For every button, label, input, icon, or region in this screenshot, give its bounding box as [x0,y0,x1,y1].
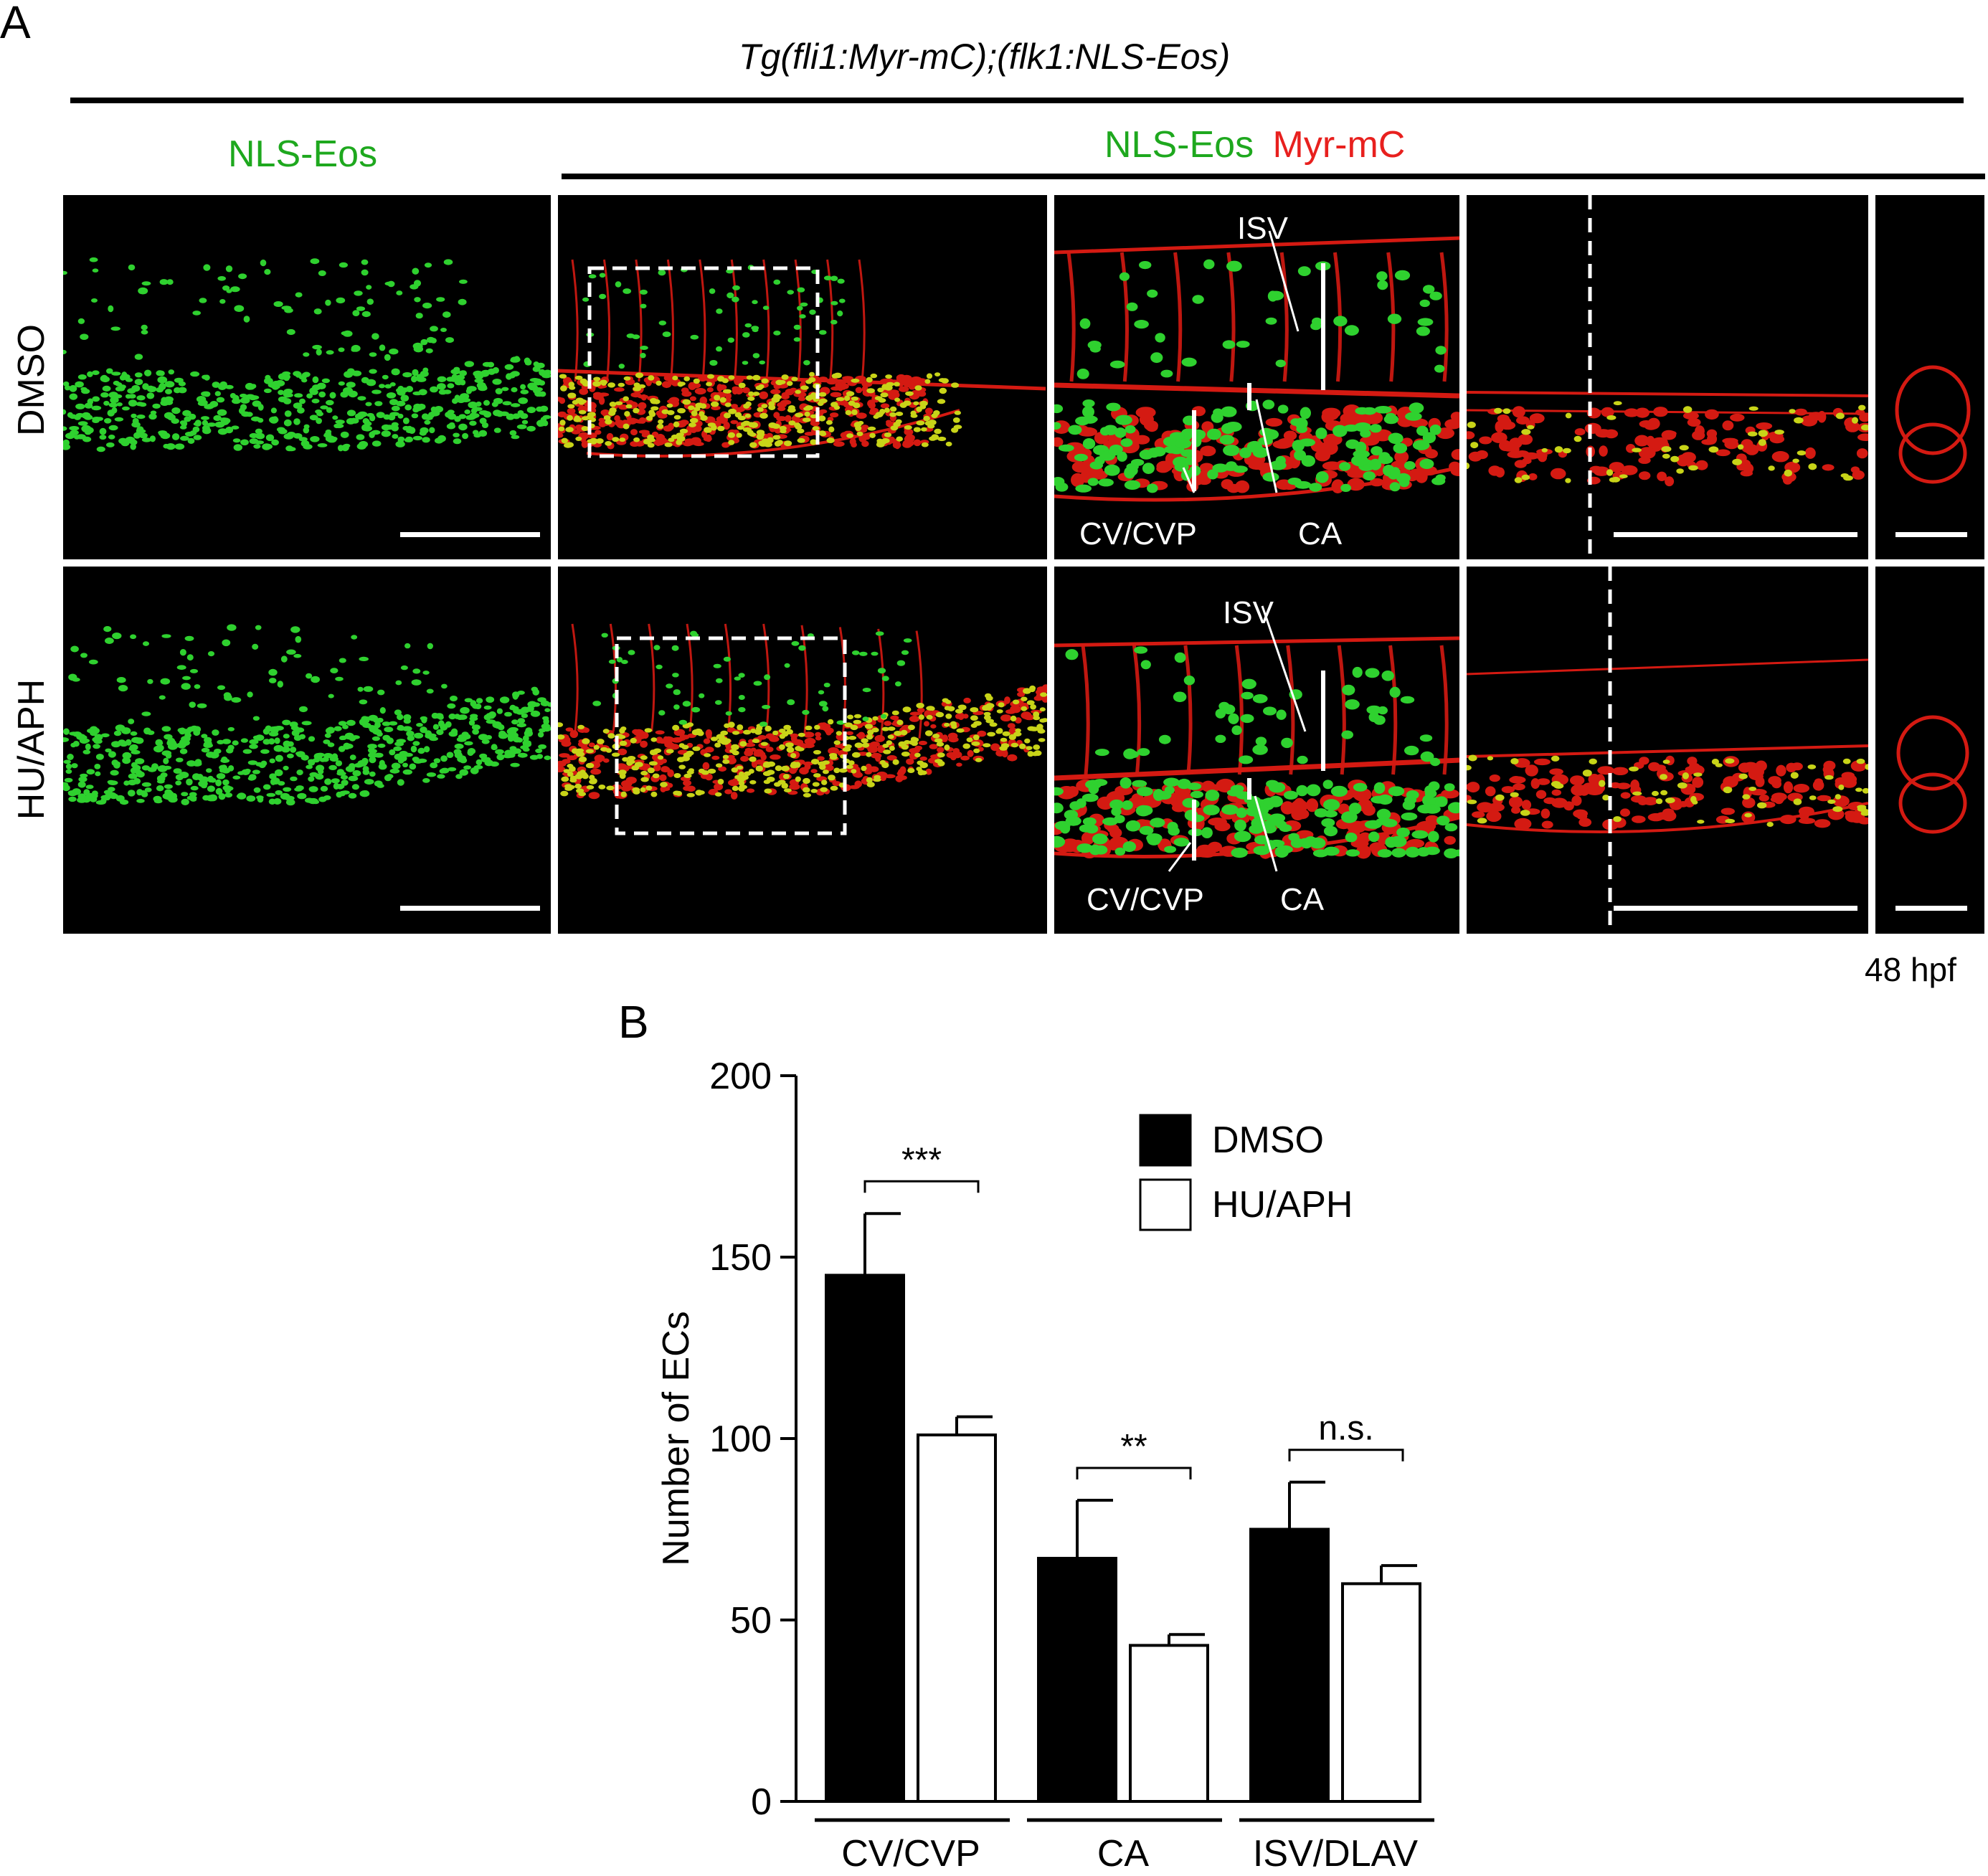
cv-cvp-label: CV/CVP [1087,882,1204,917]
y-axis-label: Number of ECs [655,1311,697,1565]
scale-bar [400,532,540,537]
legend-label: HU/APH [1212,1184,1353,1226]
significance-bracket [1076,1467,1192,1480]
hu-zoom-panel: ISV CV/CVP CA [1054,567,1459,934]
ca-label: CA [1298,516,1343,551]
scale-bar [400,906,540,911]
bar-dmso-0 [825,1274,905,1803]
bar-chart: 0 50 100 150 200 Number of ECs *** CV/CVP ** CA n.… [602,1033,1463,1875]
dmso-section-panel [1467,195,1868,559]
hu-merge-panel [558,567,1047,934]
merge-label: NLS-Eos Myr-mC [1104,123,1405,166]
significance-label: n.s. [1318,1410,1373,1448]
y-tick-label: 100 [709,1418,772,1460]
significance-bracket [1288,1449,1404,1462]
hu-eos-image [63,624,551,806]
dmso-cross-section-image [1895,365,1971,484]
bar-hu-aph-2 [1341,1582,1421,1804]
dmso-merge-image [558,259,1046,458]
merge-label-red: Myr-mC [1272,124,1406,166]
cv-cvp-label: CV/CVP [1079,516,1197,551]
dmso-eos-panel [63,195,551,559]
col1-label: NLS-Eos [228,133,378,175]
ca-label: CA [1280,882,1325,917]
y-tick-label: 200 [709,1056,772,1097]
scale-bar [1895,532,1967,537]
header-rule [70,98,1964,103]
category-label: CA [1097,1833,1150,1872]
bar-chart-svg: 0 50 100 150 200 Number of ECs *** CV/CVP ** CA n.… [655,1056,1434,1875]
scale-bar [1614,532,1857,537]
hu-section-panel [1467,567,1868,934]
legend-label: DMSO [1212,1119,1324,1161]
dmso-eos-image [63,257,551,453]
legend-swatch [1139,1114,1192,1167]
significance-label: *** [901,1141,942,1179]
dmso-cross-section-panel [1875,195,1984,559]
bar-hu-aph-0 [917,1433,997,1803]
figure-header: Tg(fli1:Myr-mC);(flk1:NLS-Eos) [739,37,1231,77]
scale-bar [1614,906,1857,911]
hu-zoom-image [1054,605,1459,872]
y-tick-label: 50 [730,1600,772,1642]
dmso-zoom-panel: ISV CV/CVP CA [1054,195,1459,559]
panel-a-letter: A [0,0,31,48]
scale-bar [1895,906,1967,911]
dmso-zoom-image [1054,230,1459,502]
bar-dmso-2 [1249,1527,1330,1803]
row-label-dmso: DMSO [11,324,52,436]
merge-label-green: NLS-Eos [1104,124,1254,166]
bar-dmso-1 [1037,1556,1117,1803]
category-label: CV/CVP [841,1833,980,1872]
row-label-hu-aph: HU/APH [11,678,52,820]
timepoint-label: 48 hpf [1865,951,1956,988]
dmso-merge-panel [558,195,1047,559]
hu-merge-image [558,623,1047,835]
hu-cross-section-panel [1875,567,1984,934]
significance-label: ** [1120,1428,1147,1466]
isv-label: ISV [1223,595,1274,630]
panel-b-letter: B [618,996,649,1048]
merge-rule [562,174,1985,179]
hu-section-image [1467,567,1868,934]
dmso-section-image [1467,195,1868,559]
bar-hu-aph-1 [1129,1644,1209,1803]
hu-eos-panel [63,567,551,934]
hu-cross-section-image [1896,715,1969,834]
y-tick-label: 0 [751,1781,772,1823]
legend-swatch [1139,1178,1192,1231]
y-tick-label: 150 [709,1237,772,1279]
category-label: ISV/DLAV [1253,1833,1419,1872]
isv-label: ISV [1237,211,1288,246]
significance-bracket [863,1180,980,1193]
